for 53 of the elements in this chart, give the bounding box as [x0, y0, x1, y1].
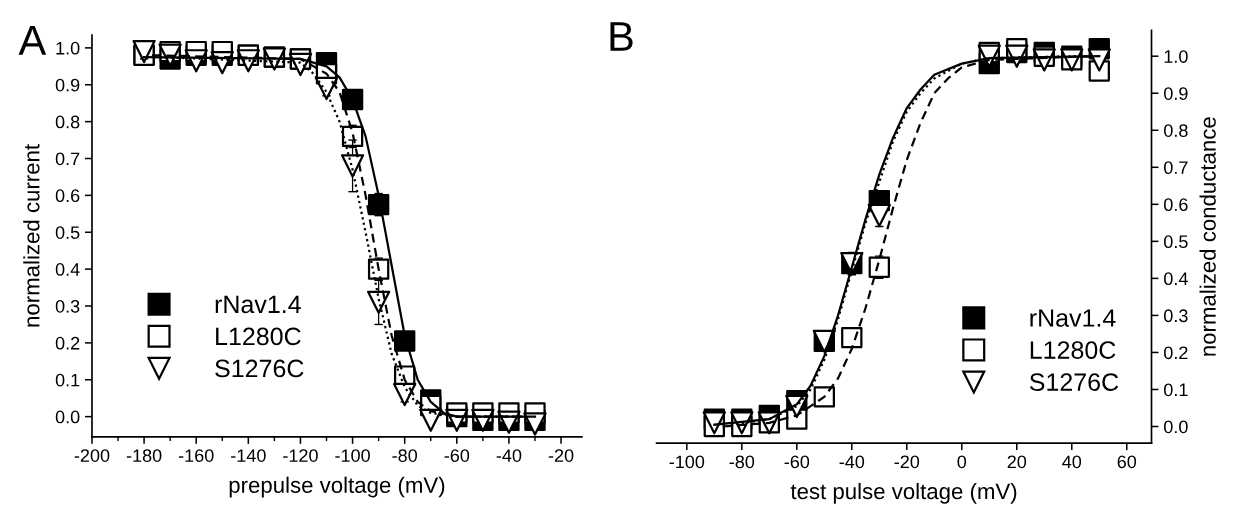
x-tick-label: -60: [784, 455, 810, 469]
x-tick-label: -20: [894, 455, 920, 469]
chart-title: B: [610, 22, 633, 51]
y-tick-label: 0.6: [55, 189, 80, 203]
legend-label: rNav1.4: [215, 295, 301, 314]
legend-label: L1280C: [216, 327, 301, 346]
legend-label: S1276C: [1029, 373, 1119, 391]
y2-tick-label: 0.7: [1164, 161, 1188, 175]
y2-tick-label: 0.2: [1164, 346, 1188, 360]
y2-tick-label: 0.4: [1164, 272, 1188, 286]
y2-tick-label: 0.0: [1164, 420, 1188, 434]
x-tick-label: -80: [392, 449, 418, 462]
y2-tick-label: 0.1: [1164, 383, 1188, 397]
x-tick-label: 0: [957, 455, 967, 469]
x-axis-title: test pulse voltage (mV): [790, 482, 1017, 504]
x-tick-label: -80: [729, 455, 755, 469]
y2-tick-label: 0.5: [1164, 235, 1188, 249]
y2-tick-label: 1.0: [1164, 50, 1188, 63]
x-tick-label: -160: [178, 449, 214, 462]
legend-label: L1280C: [1030, 341, 1116, 359]
x-tick-label: 60: [1117, 455, 1137, 469]
y-tick-label: 0.9: [55, 78, 80, 92]
y-tick-label: 1.0: [56, 41, 80, 55]
y-tick-label: 0.2: [55, 336, 80, 350]
x-tick-label: -140: [231, 449, 266, 462]
legend-label: rNav1.4: [1030, 309, 1116, 327]
x-tick-label: -40: [496, 449, 522, 462]
y-tick-label: 0.8: [55, 115, 80, 129]
x-tick-label: 40: [1062, 455, 1082, 469]
x-tick-label: -60: [444, 449, 470, 462]
x-tick-label: -120: [283, 449, 318, 462]
chart-title: A: [18, 26, 47, 55]
y-axis-title: normalized current: [23, 144, 40, 327]
x-tick-label: -200: [74, 449, 110, 462]
y2-tick-label: 0.3: [1164, 309, 1188, 323]
y-tick-label: 0.0: [55, 410, 80, 424]
y2-tick-label: 0.9: [1164, 87, 1188, 100]
y2-tick-label: 0.6: [1164, 198, 1188, 212]
y2-axis-title: normalized conductance: [1199, 117, 1216, 356]
x-tick-label: -180: [126, 449, 162, 462]
y-tick-label: 0.4: [55, 263, 80, 276]
x-tick-label: 20: [1007, 455, 1027, 469]
x-axis-title: prepulse voltage (mV): [229, 476, 445, 498]
x-tick-label: -40: [839, 455, 865, 469]
x-tick-label: -100: [335, 449, 370, 462]
y-tick-label: 0.5: [55, 226, 80, 239]
y-tick-label: 0.3: [55, 299, 80, 313]
y-tick-label: 0.1: [55, 373, 80, 387]
legend-label: S1276C: [215, 359, 304, 378]
y-tick-label: 0.7: [55, 152, 80, 166]
x-tick-label: -20: [548, 449, 574, 462]
x-tick-label: -100: [669, 455, 705, 469]
y2-tick-label: 0.8: [1164, 124, 1188, 137]
